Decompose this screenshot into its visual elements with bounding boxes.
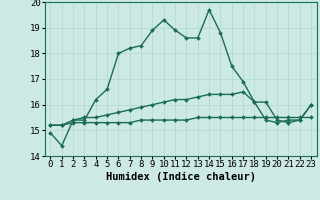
X-axis label: Humidex (Indice chaleur): Humidex (Indice chaleur) <box>106 172 256 182</box>
